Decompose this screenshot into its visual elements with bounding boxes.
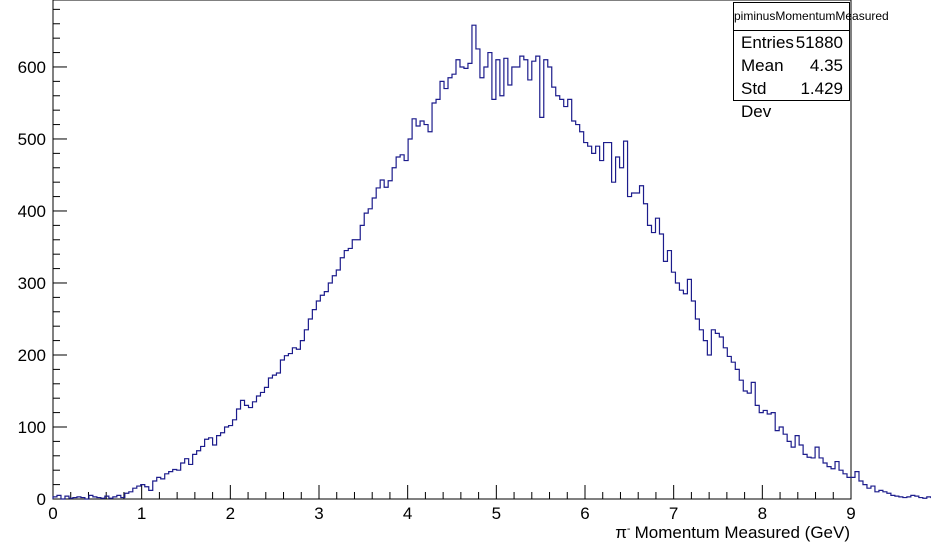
x-tick-label: 9 xyxy=(846,504,855,523)
mean-label: Mean xyxy=(741,56,784,75)
y-tick-label: 600 xyxy=(18,58,46,77)
stats-title: piminusMomentumMeasured xyxy=(734,3,889,31)
histogram-line xyxy=(52,24,931,500)
y-tick-label: 500 xyxy=(18,130,46,149)
x-axis-label-text: Momentum Measured (GeV) xyxy=(635,523,850,542)
x-tick-label: 7 xyxy=(669,504,678,523)
x-tick-label: 3 xyxy=(314,504,323,523)
y-tick-label: 100 xyxy=(18,418,46,437)
x-tick-label: 0 xyxy=(48,504,57,523)
std-dev-value: 1.429 xyxy=(800,79,843,98)
plot-frame xyxy=(52,0,852,500)
y-tick-label: 200 xyxy=(18,346,46,365)
x-tick-label: 4 xyxy=(403,504,412,523)
y-tick-label: 0 xyxy=(37,490,46,509)
stats-row-mean: Mean 4.35 xyxy=(734,54,849,77)
stats-box: piminusMomentumMeasured Entries 51880 Me… xyxy=(733,2,889,121)
entries-label: Entries xyxy=(741,33,794,52)
x-tick-label: 5 xyxy=(492,504,501,523)
mean-value: 4.35 xyxy=(809,56,843,75)
stats-row-stddev: Std Dev 1.429 xyxy=(734,77,849,121)
y-tick-label: 400 xyxy=(18,202,46,221)
y-tick-label: 300 xyxy=(18,274,46,293)
x-axis-label: π- Momentum Measured (GeV) xyxy=(615,523,850,542)
x-axis-label-symbol: π xyxy=(615,523,627,542)
std-dev-label: Std Dev xyxy=(741,79,772,121)
entries-value: 51880 xyxy=(795,33,843,52)
x-axis-label-superscript: - xyxy=(627,523,631,535)
axis-ticks: 0 1 2 3 4 5 6 7 8 9 0 100 200 300 400 500 600 xyxy=(18,8,856,523)
stats-row-entries: Entries 51880 xyxy=(734,31,849,54)
x-tick-label: 1 xyxy=(137,504,146,523)
x-tick-label: 8 xyxy=(758,504,767,523)
x-tick-label: 2 xyxy=(226,504,235,523)
x-tick-label: 6 xyxy=(580,504,589,523)
